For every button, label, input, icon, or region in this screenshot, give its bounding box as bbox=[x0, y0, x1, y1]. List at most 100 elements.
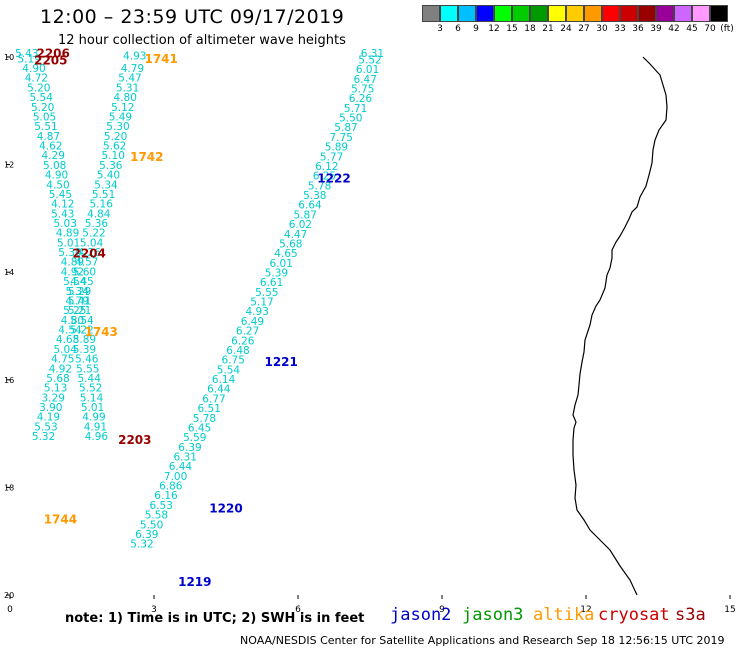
wave-height-value: 4.47 bbox=[284, 229, 307, 241]
scale-label: 18 bbox=[524, 24, 536, 34]
x-tick-label: 9 bbox=[439, 605, 445, 615]
wave-height-value: 5.08 bbox=[43, 160, 66, 172]
wave-height-value: 6.01 bbox=[270, 258, 293, 270]
pass-time-label-s3a: 2203 bbox=[118, 433, 151, 447]
wave-height-value: 5.21 bbox=[68, 305, 91, 317]
scale-swatch bbox=[458, 5, 476, 22]
wave-height-value: 6.31 bbox=[361, 48, 384, 60]
wave-height-value: 6.44 bbox=[169, 461, 193, 473]
scale-swatch bbox=[512, 5, 530, 22]
wave-height-value: 5.01 bbox=[81, 402, 104, 414]
wave-height-value: 5.89 bbox=[325, 142, 348, 154]
wave-height-value: 5.68 bbox=[46, 373, 69, 385]
scale-label: 36 bbox=[632, 24, 644, 34]
wave-height-value: 5.50 bbox=[339, 113, 362, 125]
wave-height-value: 5.71 bbox=[344, 103, 367, 115]
wave-height-value: 5.41 bbox=[68, 295, 91, 307]
wave-height-value: 5.54 bbox=[217, 364, 241, 376]
wave-height-value: 5.22 bbox=[70, 325, 93, 337]
wave-height-value: 6.61 bbox=[260, 277, 283, 289]
pass-time-label-jason2: 1220 bbox=[209, 502, 242, 516]
wave-height-value: 5.01 bbox=[57, 237, 80, 249]
wave-height-value: 5.49 bbox=[109, 111, 132, 123]
wave-height-value: 6.02 bbox=[289, 219, 312, 231]
wave-height-value: 6.48 bbox=[226, 345, 249, 357]
wave-height-value: 5.17 bbox=[250, 297, 273, 309]
pass-time-label-s3a: 2204 bbox=[72, 247, 105, 261]
wave-height-value: 5.52 bbox=[358, 54, 381, 66]
wave-height-value: 4.50 bbox=[46, 179, 69, 191]
legend-altika: altika bbox=[533, 605, 595, 625]
wave-height-value: 4.80 bbox=[114, 92, 137, 104]
wave-height-value: 5.19 bbox=[18, 53, 41, 65]
wave-height-value: 5.75 bbox=[351, 84, 374, 96]
wave-height-value: 5.87 bbox=[334, 122, 357, 134]
page-subtitle: 12 hour collection of altimeter wave hei… bbox=[58, 33, 346, 48]
wave-height-value: 5.62 bbox=[103, 141, 126, 153]
x-tick-label: 0 bbox=[7, 605, 13, 615]
scale-label: 39 bbox=[650, 24, 662, 34]
wave-height-value: 5.31 bbox=[116, 82, 139, 94]
wave-height-value: 6.01 bbox=[356, 64, 379, 76]
wave-height-value: 3.29 bbox=[42, 392, 65, 404]
x-tick-label: 6 bbox=[295, 605, 301, 615]
wave-height-value: 6.75 bbox=[222, 355, 245, 367]
wave-height-value: 5.87 bbox=[294, 209, 317, 221]
wave-height-value: 6.64 bbox=[298, 200, 322, 212]
wave-height-value: 4.29 bbox=[42, 150, 65, 162]
wave-height-value: 6.51 bbox=[198, 403, 221, 415]
legend-jason2: jason2 bbox=[390, 605, 452, 625]
scale-label: 15 bbox=[506, 24, 518, 34]
wave-height-value: 4.72 bbox=[25, 73, 48, 85]
wave-height-value: 5.16 bbox=[90, 199, 114, 211]
wave-height-value: 5.30 bbox=[58, 247, 81, 259]
scale-swatch bbox=[692, 5, 710, 22]
wave-height-value: 6.86 bbox=[159, 481, 183, 493]
wave-height-value: 5.54 bbox=[63, 276, 87, 288]
wave-height-value: 5.40 bbox=[97, 170, 120, 182]
scale-swatch bbox=[656, 5, 674, 22]
wave-height-value: 6.16 bbox=[154, 490, 178, 502]
scale-swatch bbox=[548, 5, 566, 22]
wave-height-value: 5.78 bbox=[308, 180, 331, 192]
wave-height-value: 6.31 bbox=[174, 452, 197, 464]
wave-height-value: 4.75 bbox=[51, 354, 74, 366]
y-tick-label: 18 bbox=[4, 483, 14, 492]
wave-height-value: 4.68 bbox=[56, 334, 79, 346]
wave-height-value: 6.39 bbox=[135, 529, 158, 541]
wave-height-value: 5.45 bbox=[49, 189, 72, 201]
wave-height-value: 5.55 bbox=[255, 287, 278, 299]
wave-height-value: 6.47 bbox=[354, 74, 377, 86]
credit-line: NOAA/NESDIS Center for Satellite Applica… bbox=[240, 634, 725, 647]
wave-height-value: 4.12 bbox=[51, 199, 74, 211]
wave-height-value: 5.38 bbox=[303, 190, 326, 202]
wave-height-value: 5.43 bbox=[51, 208, 74, 220]
wave-height-value: 5.55 bbox=[76, 363, 99, 375]
wave-height-value: 5.36 bbox=[99, 160, 123, 172]
wave-height-value: 6.45 bbox=[188, 422, 211, 434]
wave-height-value: 5.05 bbox=[33, 111, 56, 123]
wave-height-value: 4.19 bbox=[37, 412, 60, 424]
wave-height-value: 5.44 bbox=[78, 373, 102, 385]
wave-height-value: 3.90 bbox=[39, 402, 62, 414]
pass-time-label-altika: 1741 bbox=[144, 52, 177, 66]
scale-label: 70 bbox=[704, 24, 716, 34]
wave-height-value: 5.13 bbox=[44, 383, 67, 395]
wave-height-value: 4.89 bbox=[61, 257, 84, 269]
scale-label: 30 bbox=[596, 24, 608, 34]
wave-height-value: 4.90 bbox=[22, 63, 45, 75]
scale-swatch bbox=[476, 5, 494, 22]
wave-height-value: 5.20 bbox=[104, 131, 127, 143]
wave-height-value: 5.68 bbox=[279, 238, 302, 250]
wave-height-value: 5.20 bbox=[27, 82, 50, 94]
y-tick-label: 12 bbox=[4, 161, 14, 170]
wave-height-value: 5.58 bbox=[145, 510, 168, 522]
pass-time-label-altika: 1744 bbox=[44, 512, 77, 526]
wave-height-value: 4.93 bbox=[123, 51, 146, 63]
scale-swatch bbox=[566, 5, 584, 22]
wave-height-value: 5.46 bbox=[75, 354, 99, 366]
wave-height-value: 6.25 bbox=[313, 171, 336, 183]
wave-height-value: 4.26 bbox=[78, 247, 102, 259]
legend-jason3: jason3 bbox=[462, 605, 524, 625]
